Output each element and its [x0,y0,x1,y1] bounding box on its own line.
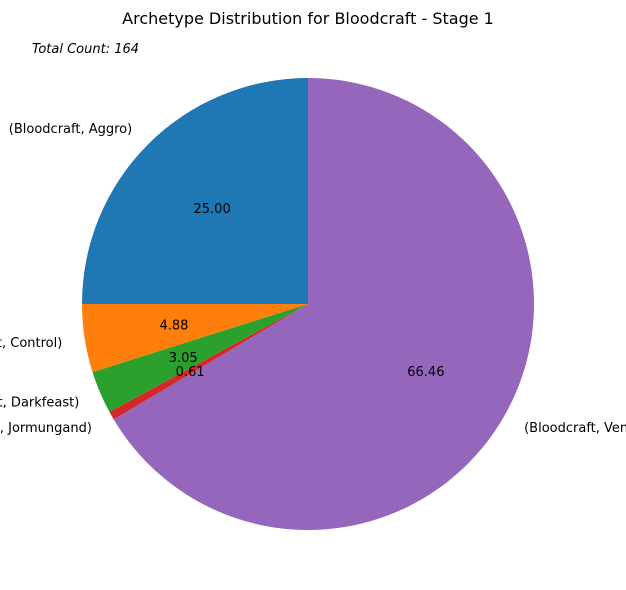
percent-labels: 25.00 4.88 3.050.61 66.46 [160,202,445,380]
pie-slices [82,78,535,531]
percent-label: 66.46 [407,365,444,380]
slice-label: (Bloodcraft, Jormungand) [0,421,92,436]
percent-label: 3.05 [169,351,198,366]
chart-title: Archetype Distribution for Bloodcraft - … [122,9,494,28]
pie-slice-bloodcraft-aggro [82,78,308,304]
slice-label: (Bloodcraft, Control) [0,336,62,351]
total-count-annotation: Total Count: 164 [32,42,139,57]
slice-label: (Bloodcraft, Vengeance) [524,421,626,436]
slice-label: (Bloodcraft, Aggro) [9,122,132,137]
pie-slice-bloodcraft-vengeance [113,78,535,531]
pie-slice-bloodcraft-control [82,304,308,373]
percent-label: 25.00 [194,202,231,217]
slice-labels: (Bloodcraft, Aggro) (Bloodcraft, Control)… [0,122,626,436]
pie-slice-bloodcraft-jormungand [109,304,308,420]
slice-label: (Bloodcraft, Darkfeast) [0,395,79,410]
percent-label: 0.61 [176,365,205,380]
pie-slice-bloodcraft-darkfeast [92,304,309,413]
percent-label: 4.88 [160,319,189,334]
